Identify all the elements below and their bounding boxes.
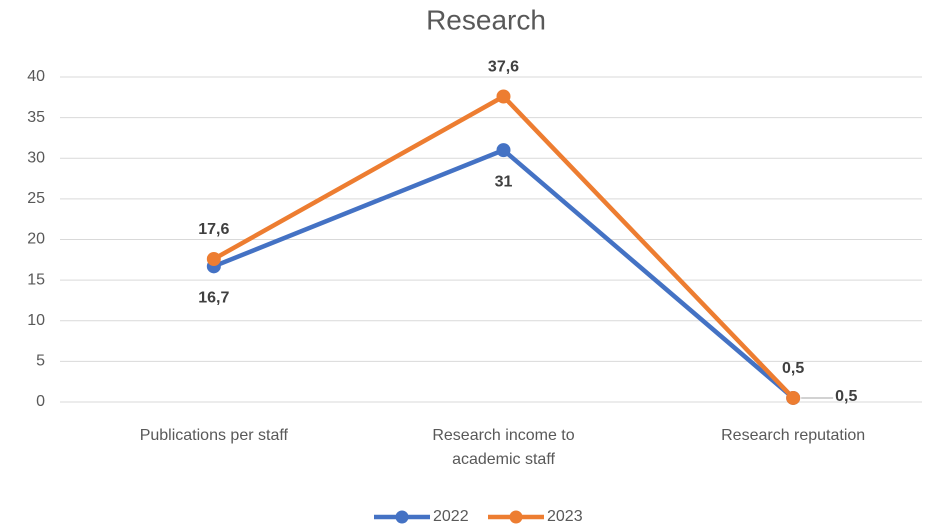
point-marker (206, 252, 221, 266)
y-tick-label: 15 (27, 271, 45, 288)
legend-label: 2023 (547, 508, 583, 525)
y-tick-label: 20 (27, 231, 45, 248)
data-label: 0,5 (782, 360, 804, 377)
point-marker (496, 143, 511, 158)
legend-label: 2022 (433, 508, 469, 525)
x-tick-label: Research income to academic staff (432, 427, 574, 468)
x-tick-label: Publications per staff (140, 427, 289, 444)
y-tick-label: 5 (36, 353, 45, 370)
legend-marker (509, 510, 523, 524)
legend-marker (395, 510, 409, 524)
chart-title: Research (426, 4, 546, 35)
data-label: 31 (495, 173, 513, 190)
y-tick-label: 40 (27, 68, 45, 85)
x-tick-label: Research reputation (721, 427, 865, 444)
point-marker (786, 390, 801, 405)
y-tick-label: 35 (27, 109, 45, 126)
series-line (212, 94, 795, 400)
data-label: 16,7 (198, 290, 229, 307)
y-tick-label: 0 (36, 393, 45, 410)
data-label: 0,5 (835, 388, 857, 405)
y-tick-label: 25 (27, 190, 45, 207)
data-label: 17,6 (198, 221, 229, 238)
y-tick-label: 30 (27, 149, 45, 166)
y-tick-label: 10 (27, 312, 45, 329)
data-label: 37,6 (488, 59, 519, 76)
point-marker (496, 89, 511, 104)
